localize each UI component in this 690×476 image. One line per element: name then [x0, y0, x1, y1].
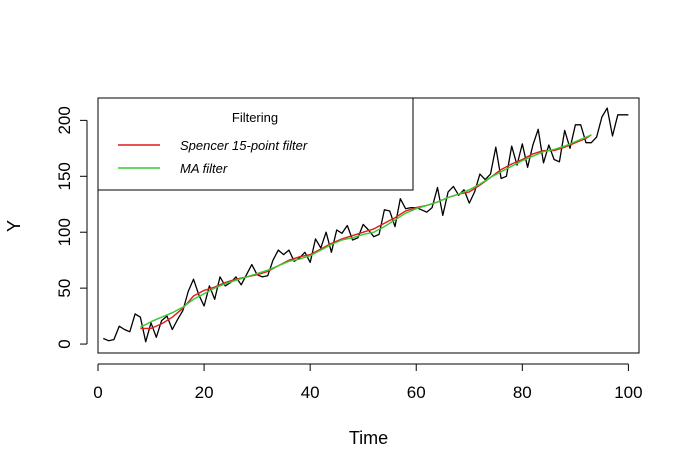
x-tick-label-20: 20	[195, 383, 214, 402]
x-axis-title: Time	[349, 428, 388, 448]
x-tick-label-40: 40	[301, 383, 320, 402]
x-tick-label-0: 0	[93, 383, 102, 402]
x-tick-label-80: 80	[513, 383, 532, 402]
series-layer	[103, 107, 629, 343]
x-tick-label-100: 100	[614, 383, 642, 402]
legend-title: Filtering	[232, 110, 278, 125]
legend-box	[97, 97, 414, 191]
y-tick-label-0: 0	[55, 339, 74, 348]
y-tick-label-200: 200	[55, 106, 74, 134]
spencer-filter-line	[140, 134, 592, 330]
y-axis-title: Y	[4, 220, 24, 232]
y-tick-label-100: 100	[55, 218, 74, 246]
legend-label-ma: MA filter	[180, 161, 228, 176]
y-tick-label-150: 150	[55, 162, 74, 190]
y-tick-label-50: 50	[55, 279, 74, 298]
y-axis: 0 50 100 150 200	[55, 106, 88, 349]
ma-filter-line	[140, 134, 592, 328]
x-tick-label-60: 60	[407, 383, 426, 402]
x-axis: 0 20 40 60 80 100	[93, 363, 643, 402]
legend: Filtering Spencer 15-point filter MA fil…	[97, 97, 414, 191]
legend-label-spencer: Spencer 15-point filter	[180, 138, 308, 153]
observed-series-line	[103, 107, 629, 343]
